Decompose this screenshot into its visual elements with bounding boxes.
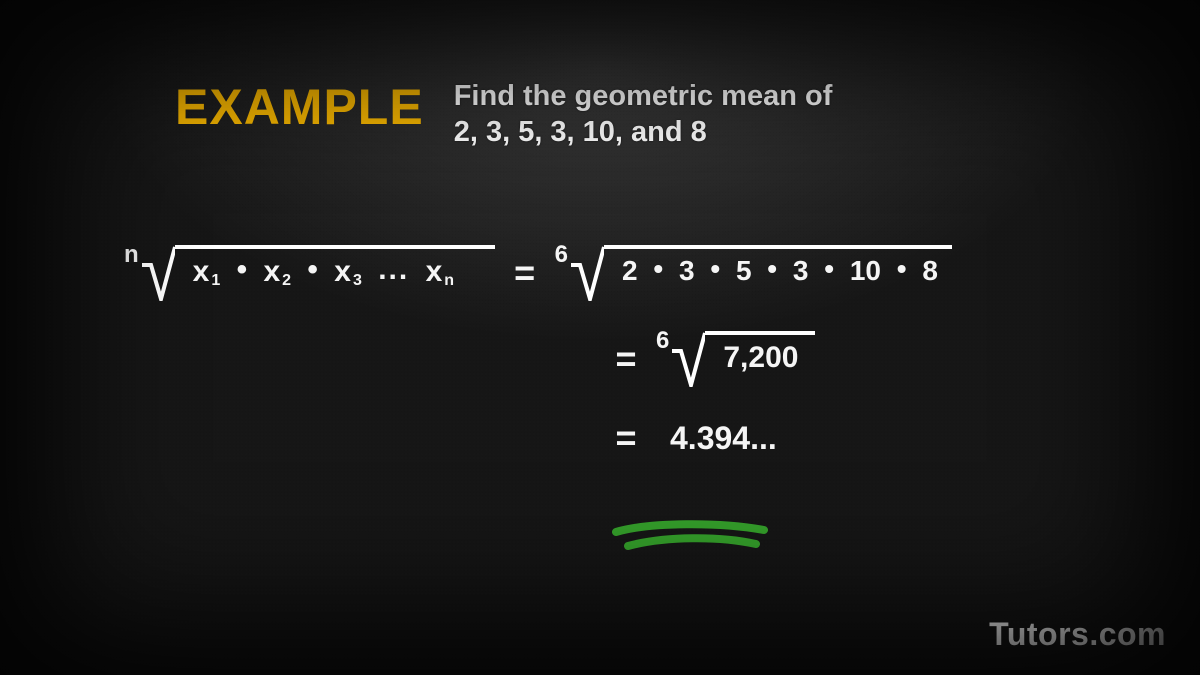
equals-sign: = xyxy=(596,338,656,380)
radical-index-n: n xyxy=(124,241,139,269)
dot-icon: • xyxy=(229,253,256,286)
chalk-underline-icon xyxy=(610,520,770,554)
equation-row-2: = 6 7,200 xyxy=(120,331,1080,387)
term-xn: xn xyxy=(426,255,454,288)
term-x1: x1 xyxy=(193,255,221,288)
num-8: 8 xyxy=(922,255,938,286)
equation-row-1: n x1 • x2 • x3 ... xn = 6 xyxy=(120,245,1080,301)
product-value: 7,200 xyxy=(723,341,798,374)
example-title: EXAMPLE xyxy=(175,78,424,136)
num-5: 5 xyxy=(736,255,752,286)
dot-icon: • xyxy=(759,253,785,284)
answer-value: 4.394... xyxy=(656,420,777,457)
dot-icon: • xyxy=(889,253,915,284)
radical-formula: n x1 • x2 • x3 ... xn xyxy=(124,245,495,301)
ellipsis: ... xyxy=(370,253,417,286)
num-10: 10 xyxy=(850,255,881,286)
equation-row-3: = 4.394... xyxy=(120,417,1080,459)
radical-product: 6 7,200 xyxy=(656,331,815,387)
subtitle-line-2: 2, 3, 5, 3, 10, and 8 xyxy=(454,114,833,150)
subtitle-line-1: Find the geometric mean of xyxy=(454,78,833,114)
work-area: n x1 • x2 • x3 ... xn = 6 xyxy=(120,245,1080,459)
radical-symbol-icon xyxy=(671,331,705,387)
term-x2: x2 xyxy=(263,255,291,288)
radical-body-substituted: 2 • 3 • 5 • 3 • 10 • 8 xyxy=(604,245,952,293)
content-stage: EXAMPLE Find the geometric mean of 2, 3,… xyxy=(0,0,1200,675)
num-3a: 3 xyxy=(679,255,695,286)
header-row: EXAMPLE Find the geometric mean of 2, 3,… xyxy=(175,78,832,151)
num-3b: 3 xyxy=(793,255,809,286)
radical-symbol-icon xyxy=(141,245,175,301)
brand-label: Tutors.com xyxy=(989,616,1166,653)
radical-index-6a: 6 xyxy=(555,241,568,269)
equals-sign: = xyxy=(596,417,656,459)
radical-symbol-icon xyxy=(570,245,604,301)
num-2: 2 xyxy=(622,255,638,286)
radical-body-formula: x1 • x2 • x3 ... xn xyxy=(175,245,495,296)
radical-substituted: 6 2 • 3 • 5 • 3 • 10 • 8 xyxy=(555,245,952,301)
dot-icon: • xyxy=(645,253,671,284)
example-subtitle: Find the geometric mean of 2, 3, 5, 3, 1… xyxy=(454,78,833,151)
dot-icon: • xyxy=(816,253,842,284)
dot-icon: • xyxy=(702,253,728,284)
equals-sign: = xyxy=(495,252,555,294)
radical-index-6b: 6 xyxy=(656,327,669,355)
radical-body-product: 7,200 xyxy=(705,331,815,381)
term-x3: x3 xyxy=(334,255,362,288)
dot-icon: • xyxy=(299,253,326,286)
